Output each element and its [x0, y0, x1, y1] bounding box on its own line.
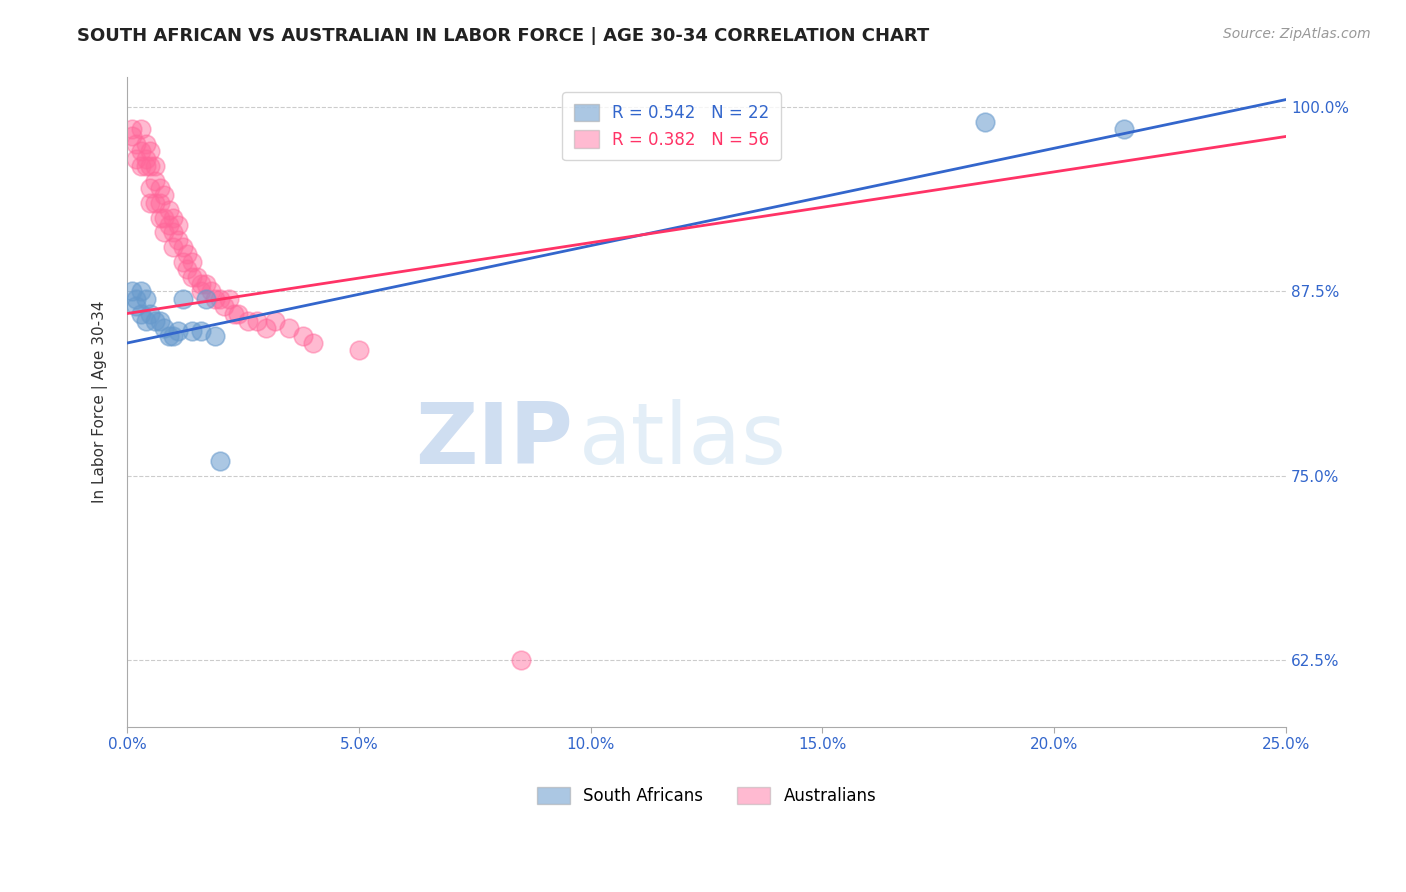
Point — [153, 211, 176, 225]
Point — [125, 292, 148, 306]
Point — [181, 324, 204, 338]
Point — [204, 328, 226, 343]
Point — [143, 174, 166, 188]
Point — [135, 314, 157, 328]
Point — [181, 255, 204, 269]
Point — [135, 159, 157, 173]
Point — [510, 653, 533, 667]
Text: Source: ZipAtlas.com: Source: ZipAtlas.com — [1223, 27, 1371, 41]
Point — [162, 225, 184, 239]
Point — [148, 211, 170, 225]
Point — [129, 122, 152, 136]
Point — [143, 159, 166, 173]
Point — [121, 129, 143, 144]
Point — [222, 306, 245, 320]
Point — [162, 240, 184, 254]
Point — [157, 203, 180, 218]
Point — [190, 285, 212, 299]
Point — [200, 285, 222, 299]
Text: SOUTH AFRICAN VS AUSTRALIAN IN LABOR FORCE | AGE 30-34 CORRELATION CHART: SOUTH AFRICAN VS AUSTRALIAN IN LABOR FOR… — [77, 27, 929, 45]
Point — [204, 292, 226, 306]
Point — [139, 159, 162, 173]
Point — [194, 292, 217, 306]
Text: ZIP: ZIP — [416, 400, 574, 483]
Point — [153, 225, 176, 239]
Point — [190, 277, 212, 291]
Point — [208, 292, 231, 306]
Text: atlas: atlas — [579, 400, 787, 483]
Point — [246, 314, 269, 328]
Point — [190, 324, 212, 338]
Point — [172, 255, 194, 269]
Point — [139, 195, 162, 210]
Point — [125, 152, 148, 166]
Legend: South Africans, Australians: South Africans, Australians — [530, 780, 883, 812]
Point — [172, 292, 194, 306]
Point — [176, 247, 198, 261]
Point — [148, 195, 170, 210]
Point — [278, 321, 301, 335]
Point — [125, 299, 148, 313]
Point — [135, 152, 157, 166]
Point — [218, 292, 240, 306]
Point — [292, 328, 315, 343]
Point — [162, 211, 184, 225]
Point — [139, 145, 162, 159]
Point — [129, 285, 152, 299]
Point — [129, 159, 152, 173]
Point — [157, 218, 180, 232]
Point — [264, 314, 287, 328]
Point — [167, 218, 190, 232]
Point — [129, 145, 152, 159]
Point — [143, 195, 166, 210]
Point — [157, 328, 180, 343]
Point — [186, 269, 208, 284]
Point — [135, 136, 157, 151]
Point — [1112, 122, 1135, 136]
Point — [973, 114, 995, 128]
Point — [172, 240, 194, 254]
Point — [254, 321, 277, 335]
Point — [167, 324, 190, 338]
Point — [139, 306, 162, 320]
Point — [125, 136, 148, 151]
Point — [129, 306, 152, 320]
Point — [176, 262, 198, 277]
Point — [135, 292, 157, 306]
Point — [121, 285, 143, 299]
Point — [228, 306, 250, 320]
Point — [139, 181, 162, 195]
Point — [167, 233, 190, 247]
Point — [214, 299, 236, 313]
Point — [153, 188, 176, 202]
Point — [301, 336, 323, 351]
Point — [236, 314, 259, 328]
Point — [148, 181, 170, 195]
Point — [143, 314, 166, 328]
Point — [153, 321, 176, 335]
Point — [181, 269, 204, 284]
Point — [162, 328, 184, 343]
Point — [121, 122, 143, 136]
Point — [148, 314, 170, 328]
Point — [208, 454, 231, 468]
Point — [194, 277, 217, 291]
Y-axis label: In Labor Force | Age 30-34: In Labor Force | Age 30-34 — [93, 301, 108, 503]
Point — [347, 343, 370, 358]
